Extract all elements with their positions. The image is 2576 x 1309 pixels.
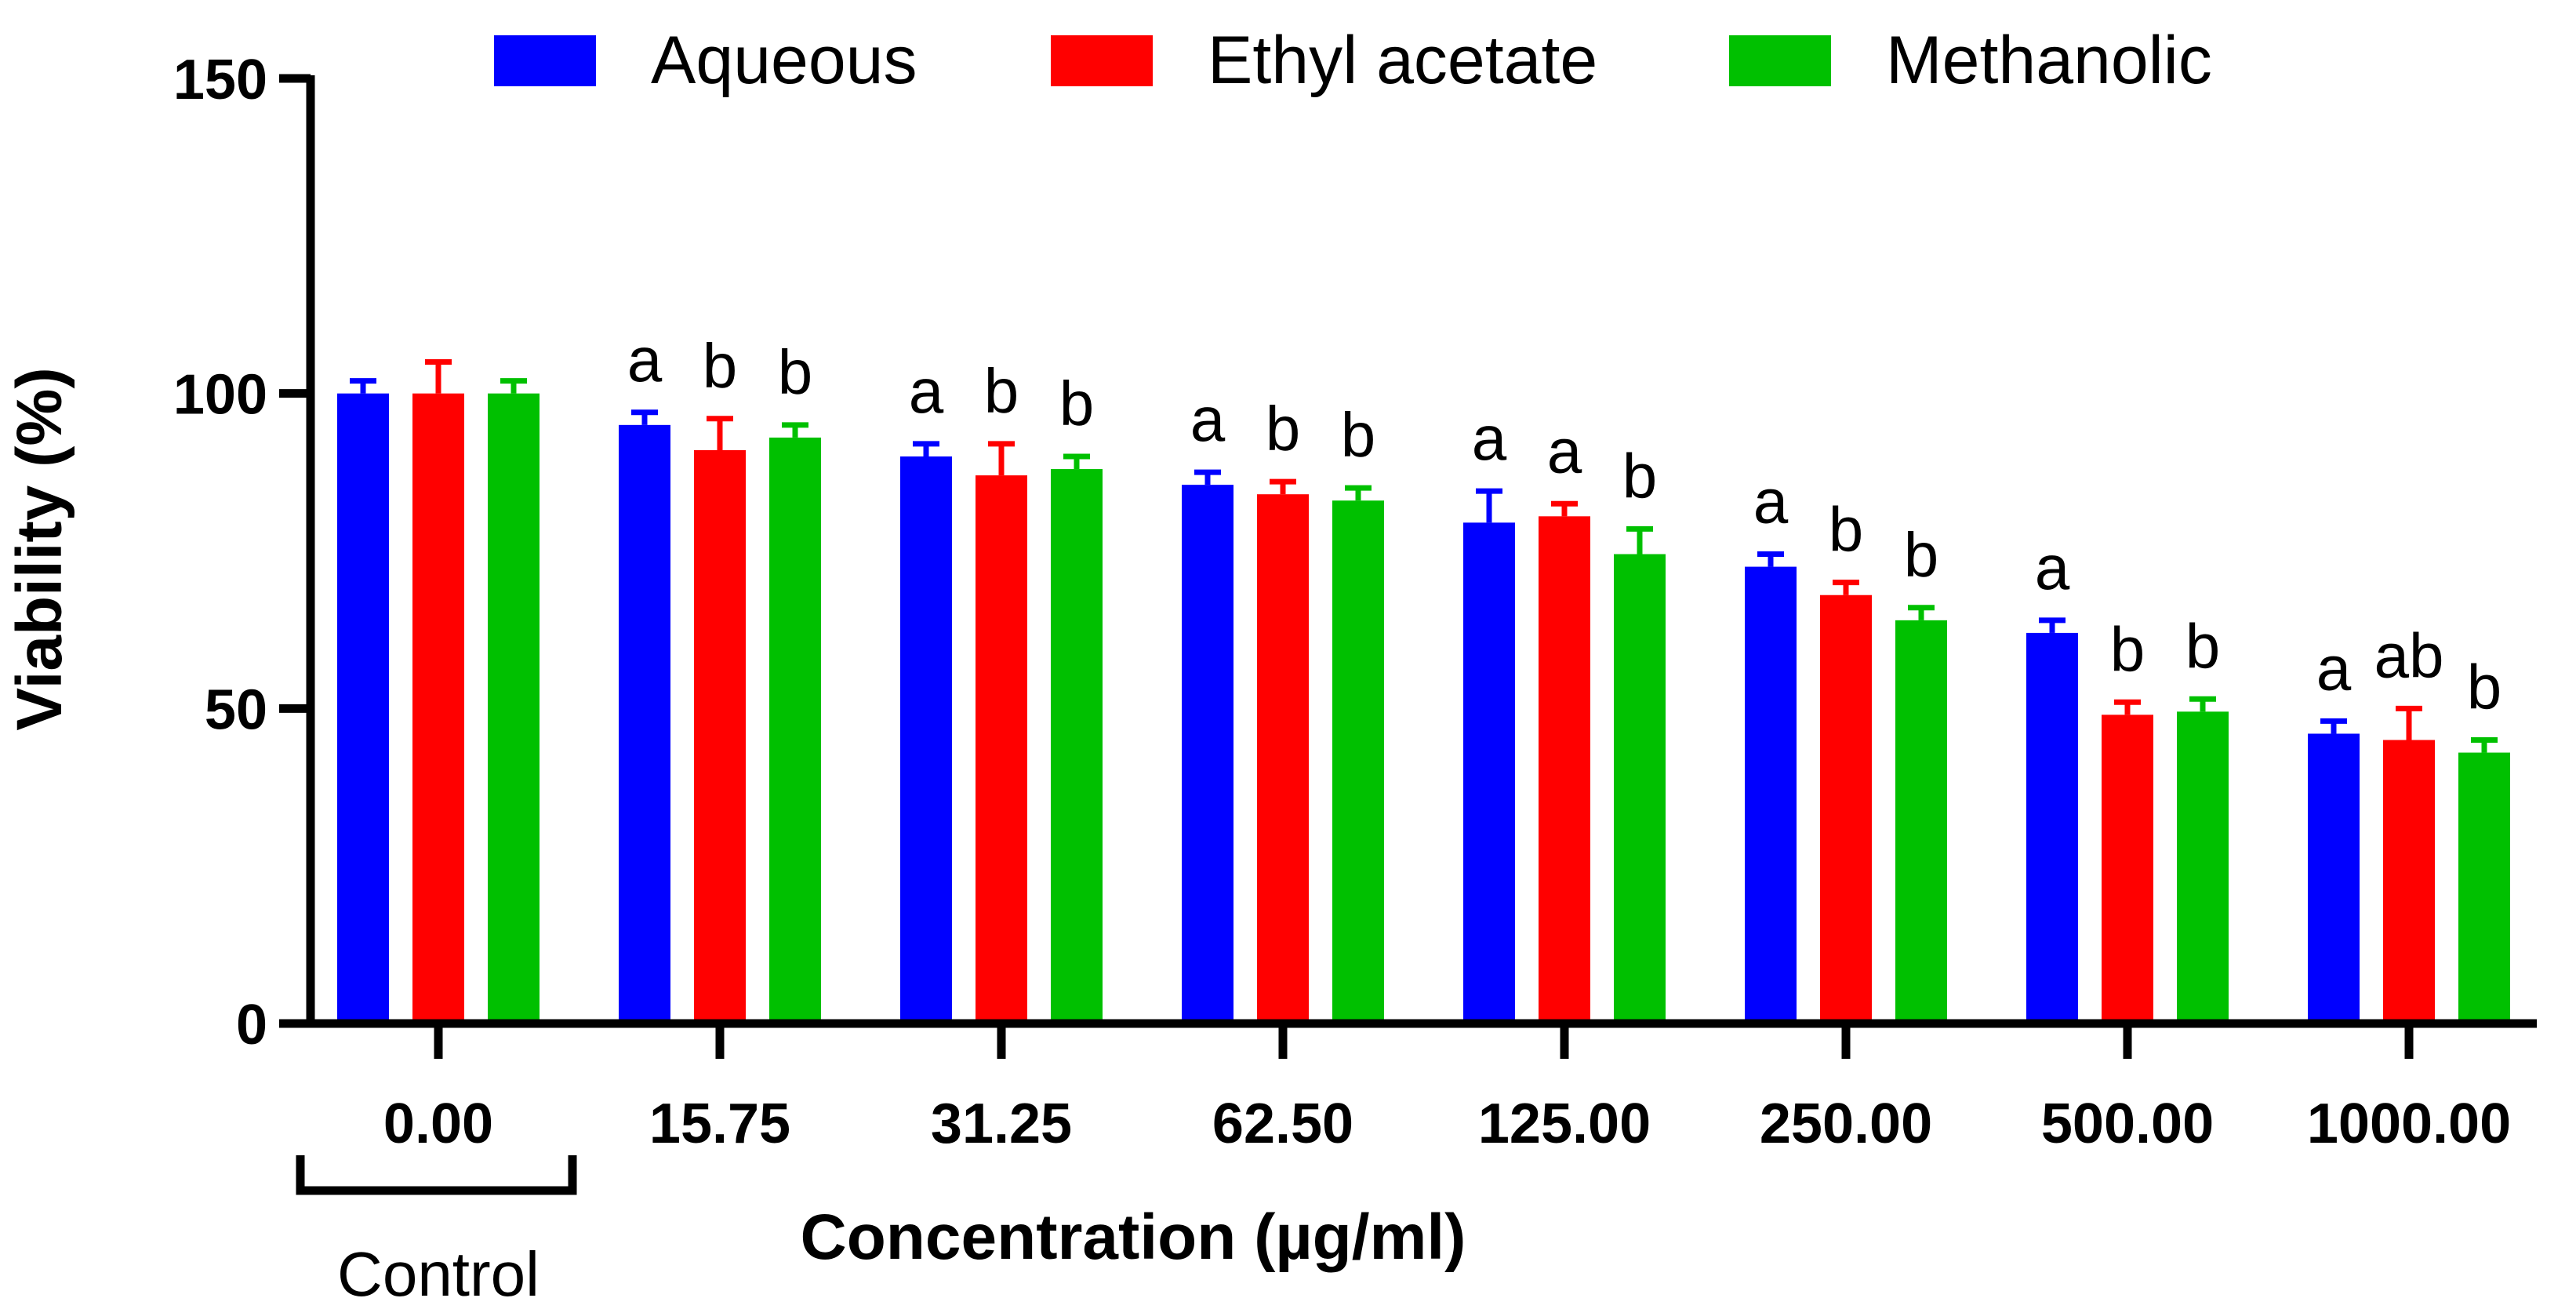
legend-swatch: [1729, 35, 1831, 86]
bar: [2308, 733, 2360, 1024]
significance-label: b: [1341, 400, 1376, 470]
bar: [1051, 469, 1103, 1024]
x-tick-label: 250.00: [1760, 1093, 1932, 1155]
significance-label: a: [1547, 416, 1582, 485]
legend-label: Ethyl acetate: [1208, 23, 1597, 98]
y-axis-title: Viability (%): [4, 367, 75, 730]
bar: [769, 437, 821, 1024]
significance-label: a: [1753, 467, 1789, 536]
control-label: Control: [337, 1239, 540, 1309]
y-tick-label: 0: [236, 994, 267, 1056]
significance-label: b: [2185, 611, 2221, 681]
significance-label: b: [703, 331, 738, 401]
legend-label: Methanolic: [1886, 23, 2212, 98]
bar: [1257, 494, 1309, 1024]
significance-label: b: [1059, 369, 1095, 438]
significance-label: ab: [2374, 620, 2444, 690]
significance-label: a: [1472, 403, 1507, 473]
significance-label: a: [2316, 633, 2352, 703]
significance-label: a: [627, 325, 663, 395]
legend-swatch: [494, 35, 596, 86]
significance-label: b: [1622, 441, 1658, 511]
bar: [2383, 740, 2435, 1024]
x-tick-label: 0.00: [383, 1093, 493, 1155]
y-tick-label: 50: [205, 678, 267, 741]
bar: [1745, 566, 1797, 1024]
bar: [1895, 620, 1947, 1024]
x-tick-label: 500.00: [2041, 1093, 2214, 1155]
bar: [900, 456, 952, 1024]
significance-label: b: [2110, 614, 2145, 684]
bar: [2102, 714, 2153, 1024]
control-bracket: [296, 1155, 577, 1195]
bar: [694, 449, 746, 1024]
bar: [1539, 516, 1590, 1024]
bar: [976, 475, 1027, 1024]
x-tick-label: 125.00: [1478, 1093, 1651, 1155]
legend-swatch: [1051, 35, 1153, 86]
bar: [2177, 711, 2229, 1024]
x-tick-label: 62.50: [1212, 1093, 1353, 1155]
bar: [2026, 632, 2078, 1024]
bar: [619, 424, 670, 1024]
bar: [1614, 554, 1666, 1024]
legend-label: Aqueous: [651, 23, 917, 98]
significance-label: b: [1904, 520, 1939, 590]
significance-label: a: [909, 356, 944, 426]
bar: [1182, 485, 1234, 1024]
bar: [412, 393, 464, 1024]
y-tick-label: 150: [173, 49, 267, 111]
significance-label: b: [778, 337, 813, 407]
bar: [488, 393, 540, 1024]
x-tick-label: 1000.00: [2307, 1093, 2511, 1155]
x-tick-label: 15.75: [649, 1093, 790, 1155]
y-tick-label: 100: [173, 364, 267, 427]
significance-label: b: [1266, 394, 1301, 464]
significance-label: b: [2467, 653, 2502, 722]
bar: [1463, 522, 1515, 1024]
x-axis-title: Concentration (µg/ml): [801, 1202, 1466, 1273]
legend: Aqueous Ethyl acetate Methanolic: [494, 23, 2212, 98]
bar: [2458, 752, 2510, 1024]
axes-layer: 0 50 100 150 0.00 15.75 31.25 62.50 125.00 250.00…: [173, 49, 2537, 1309]
bar: [337, 393, 389, 1024]
significance-label: b: [984, 356, 1019, 426]
significance-label: a: [2035, 533, 2070, 602]
significance-label: a: [1190, 384, 1226, 454]
significance-label: b: [1829, 495, 1864, 565]
bar: [1820, 595, 1872, 1024]
bar: [1332, 500, 1384, 1024]
x-tick-label: 31.25: [931, 1093, 1072, 1155]
